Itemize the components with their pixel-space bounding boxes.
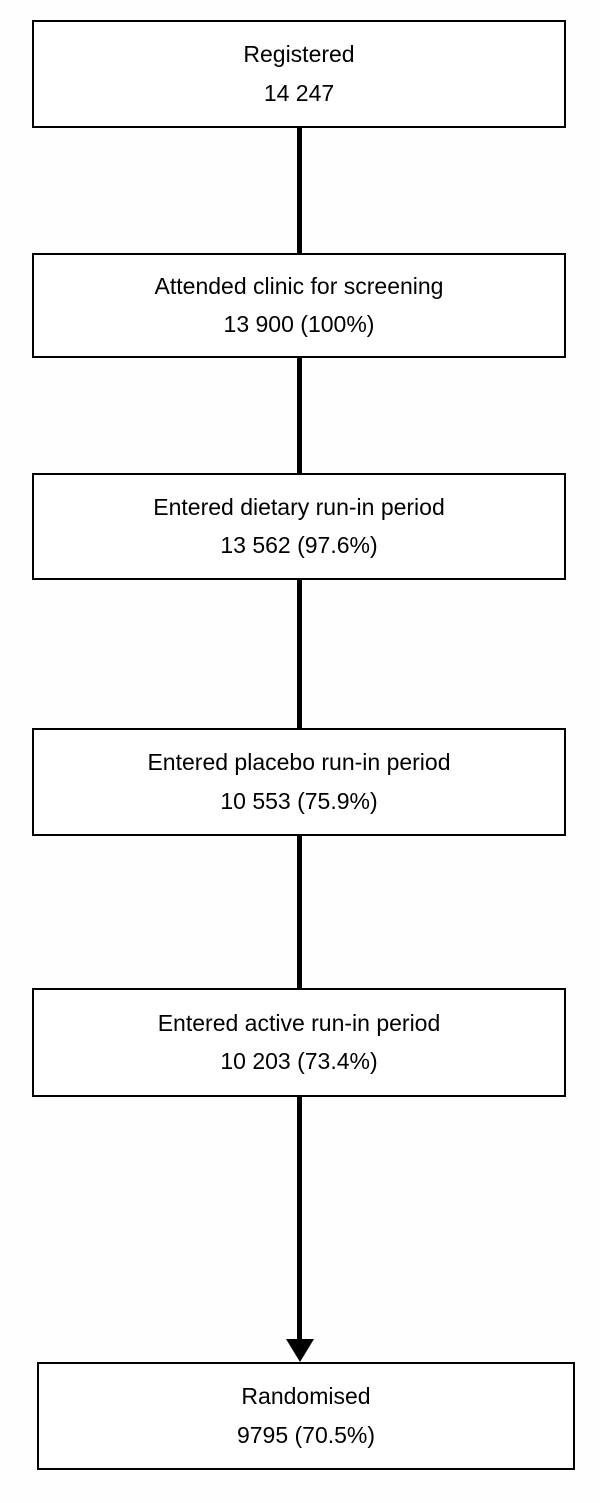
flow-node-value: 13 562 (97.6%) bbox=[220, 532, 378, 558]
flow-node-dietary-run-in: Entered dietary run-in period 13 562 (97… bbox=[32, 473, 566, 580]
flow-node-value: 10 553 (75.9%) bbox=[220, 787, 378, 814]
flow-node-label: Entered active run-in period bbox=[157, 1009, 441, 1036]
arrow-shaft bbox=[297, 1097, 302, 1343]
arrow-connector bbox=[272, 1097, 327, 1362]
flow-node-label: Registered bbox=[243, 41, 355, 68]
flow-node-value: 9795 (70.5%) bbox=[236, 1421, 376, 1448]
flow-node-label: Randomised bbox=[241, 1383, 371, 1410]
flow-node-attended-screening: Attended clinic for screening 13 900 (10… bbox=[32, 253, 566, 358]
flow-node-label: Entered dietary run-in period bbox=[153, 493, 445, 520]
flow-node-registered: Registered 14 247 bbox=[32, 20, 566, 128]
arrowhead-icon bbox=[285, 1339, 314, 1362]
flow-node-randomised: Randomised 9795 (70.5%) bbox=[37, 1362, 575, 1470]
connector-line bbox=[297, 580, 302, 728]
flow-node-value: 14 247 bbox=[263, 79, 335, 106]
flow-node-placebo-run-in: Entered placebo run-in period 10 553 (75… bbox=[32, 728, 566, 836]
connector-line bbox=[297, 358, 302, 473]
flow-node-value: 10 203 (73.4%) bbox=[220, 1048, 378, 1074]
flow-node-label: Attended clinic for screening bbox=[154, 272, 444, 299]
flow-node-label: Entered placebo run-in period bbox=[147, 749, 451, 776]
flow-node-active-run-in: Entered active run-in period 10 203 (73.… bbox=[32, 988, 566, 1097]
flow-node-value: 13 900 (100%) bbox=[223, 311, 375, 337]
connector-line bbox=[297, 836, 302, 988]
connector-line bbox=[297, 128, 302, 253]
